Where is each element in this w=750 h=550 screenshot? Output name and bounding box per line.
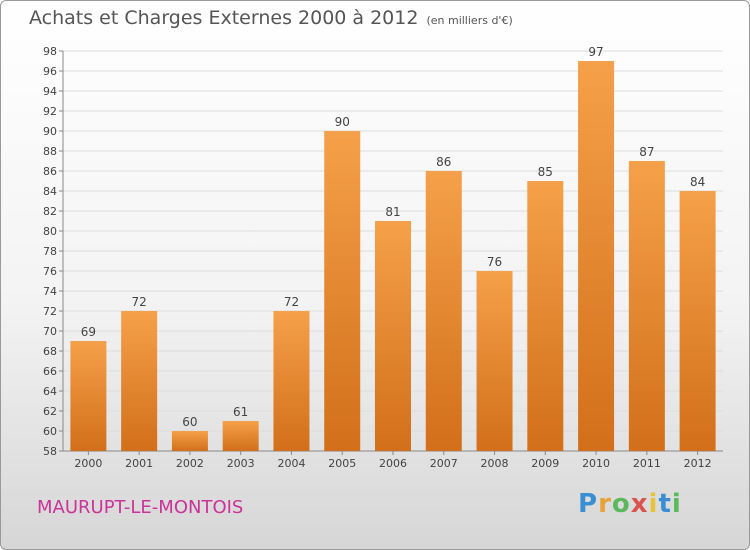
x-tick-label: 2012 bbox=[684, 457, 712, 470]
y-tick-label: 70 bbox=[43, 325, 57, 338]
y-tick-label: 88 bbox=[43, 145, 57, 158]
value-label: 61 bbox=[233, 405, 248, 419]
bar-chart: 69 72 60 61 72 90 81 86 76 85 97 87 84 58 60 62 64 66 68 7… bbox=[43, 45, 723, 470]
y-tick-label: 78 bbox=[43, 245, 57, 258]
chart-title-text: Achats et Charges Externes 2000 à 2012 bbox=[29, 7, 419, 29]
y-tick-label: 80 bbox=[43, 225, 57, 238]
y-tick-label: 66 bbox=[43, 365, 57, 378]
bar-2004 bbox=[273, 311, 310, 451]
bar-2000 bbox=[70, 341, 107, 451]
value-label: 69 bbox=[81, 325, 96, 339]
value-label: 90 bbox=[335, 115, 350, 129]
x-tick-label: 2002 bbox=[176, 457, 204, 470]
bar-2001 bbox=[121, 311, 158, 451]
bar-2003 bbox=[222, 421, 259, 451]
value-labels: 69 72 60 61 72 90 81 86 76 85 97 87 84 bbox=[81, 45, 706, 429]
value-label: 97 bbox=[588, 45, 603, 59]
bar-2011 bbox=[628, 161, 665, 451]
value-label: 84 bbox=[690, 175, 705, 189]
bar-2007 bbox=[425, 171, 462, 451]
y-tick-label: 76 bbox=[43, 265, 57, 278]
x-tick-label: 2006 bbox=[379, 457, 407, 470]
bar-2009 bbox=[527, 181, 564, 451]
tick-labels: 58 60 62 64 66 68 70 72 74 76 78 80 82 84 86 88 90 92 94 96… bbox=[43, 45, 712, 470]
bars bbox=[70, 61, 716, 451]
y-tick-label: 60 bbox=[43, 425, 57, 438]
place-name: MAURUPT-LE-MONTOIS bbox=[37, 497, 244, 518]
y-tick-label: 84 bbox=[43, 185, 57, 198]
x-tick-label: 2004 bbox=[277, 457, 305, 470]
y-tick-label: 94 bbox=[43, 85, 57, 98]
x-tick-label: 2010 bbox=[582, 457, 610, 470]
x-tick-label: 2007 bbox=[430, 457, 458, 470]
y-tick-label: 86 bbox=[43, 165, 57, 178]
logo-letter: t bbox=[658, 489, 672, 519]
y-tick-label: 90 bbox=[43, 125, 57, 138]
bar-2005 bbox=[324, 131, 361, 451]
value-label: 81 bbox=[385, 205, 400, 219]
proxiti-logo: Proxiti bbox=[578, 489, 682, 519]
value-label: 60 bbox=[182, 415, 197, 429]
chart-title: Achats et Charges Externes 2000 à 2012 (e… bbox=[29, 7, 513, 29]
x-tick-label: 2009 bbox=[531, 457, 559, 470]
x-tick-label: 2011 bbox=[633, 457, 661, 470]
value-label: 87 bbox=[639, 145, 654, 159]
y-tick-label: 72 bbox=[43, 305, 57, 318]
y-tick-label: 96 bbox=[43, 65, 57, 78]
value-label: 85 bbox=[538, 165, 553, 179]
x-tick-label: 2003 bbox=[227, 457, 255, 470]
logo-letter: o bbox=[611, 489, 631, 519]
y-tick-label: 92 bbox=[43, 105, 57, 118]
x-tick-label: 2000 bbox=[74, 457, 102, 470]
logo-letter: i bbox=[671, 489, 682, 519]
y-tick-label: 58 bbox=[43, 445, 57, 458]
y-tick-label: 68 bbox=[43, 345, 57, 358]
value-label: 72 bbox=[284, 295, 299, 309]
logo-letter: r bbox=[598, 489, 612, 519]
logo-letter: i bbox=[648, 489, 659, 519]
bar-2008 bbox=[476, 271, 513, 451]
bar-2012 bbox=[679, 191, 716, 451]
logo-letter: x bbox=[630, 489, 649, 519]
chart-subtitle: (en milliers d'€) bbox=[426, 14, 513, 27]
y-tick-label: 62 bbox=[43, 405, 57, 418]
y-tick-label: 98 bbox=[43, 45, 57, 58]
x-tick-label: 2005 bbox=[328, 457, 356, 470]
value-label: 86 bbox=[436, 155, 451, 169]
value-label: 76 bbox=[487, 255, 502, 269]
y-tick-label: 82 bbox=[43, 205, 57, 218]
x-tick-label: 2008 bbox=[481, 457, 509, 470]
value-label: 72 bbox=[132, 295, 147, 309]
y-tick-label: 74 bbox=[43, 285, 57, 298]
bar-2002 bbox=[171, 431, 208, 451]
logo-letter: P bbox=[578, 489, 599, 519]
bar-2010 bbox=[578, 61, 615, 451]
bar-2006 bbox=[375, 221, 411, 451]
x-tick-label: 2001 bbox=[125, 457, 153, 470]
y-tick-label: 64 bbox=[43, 385, 57, 398]
